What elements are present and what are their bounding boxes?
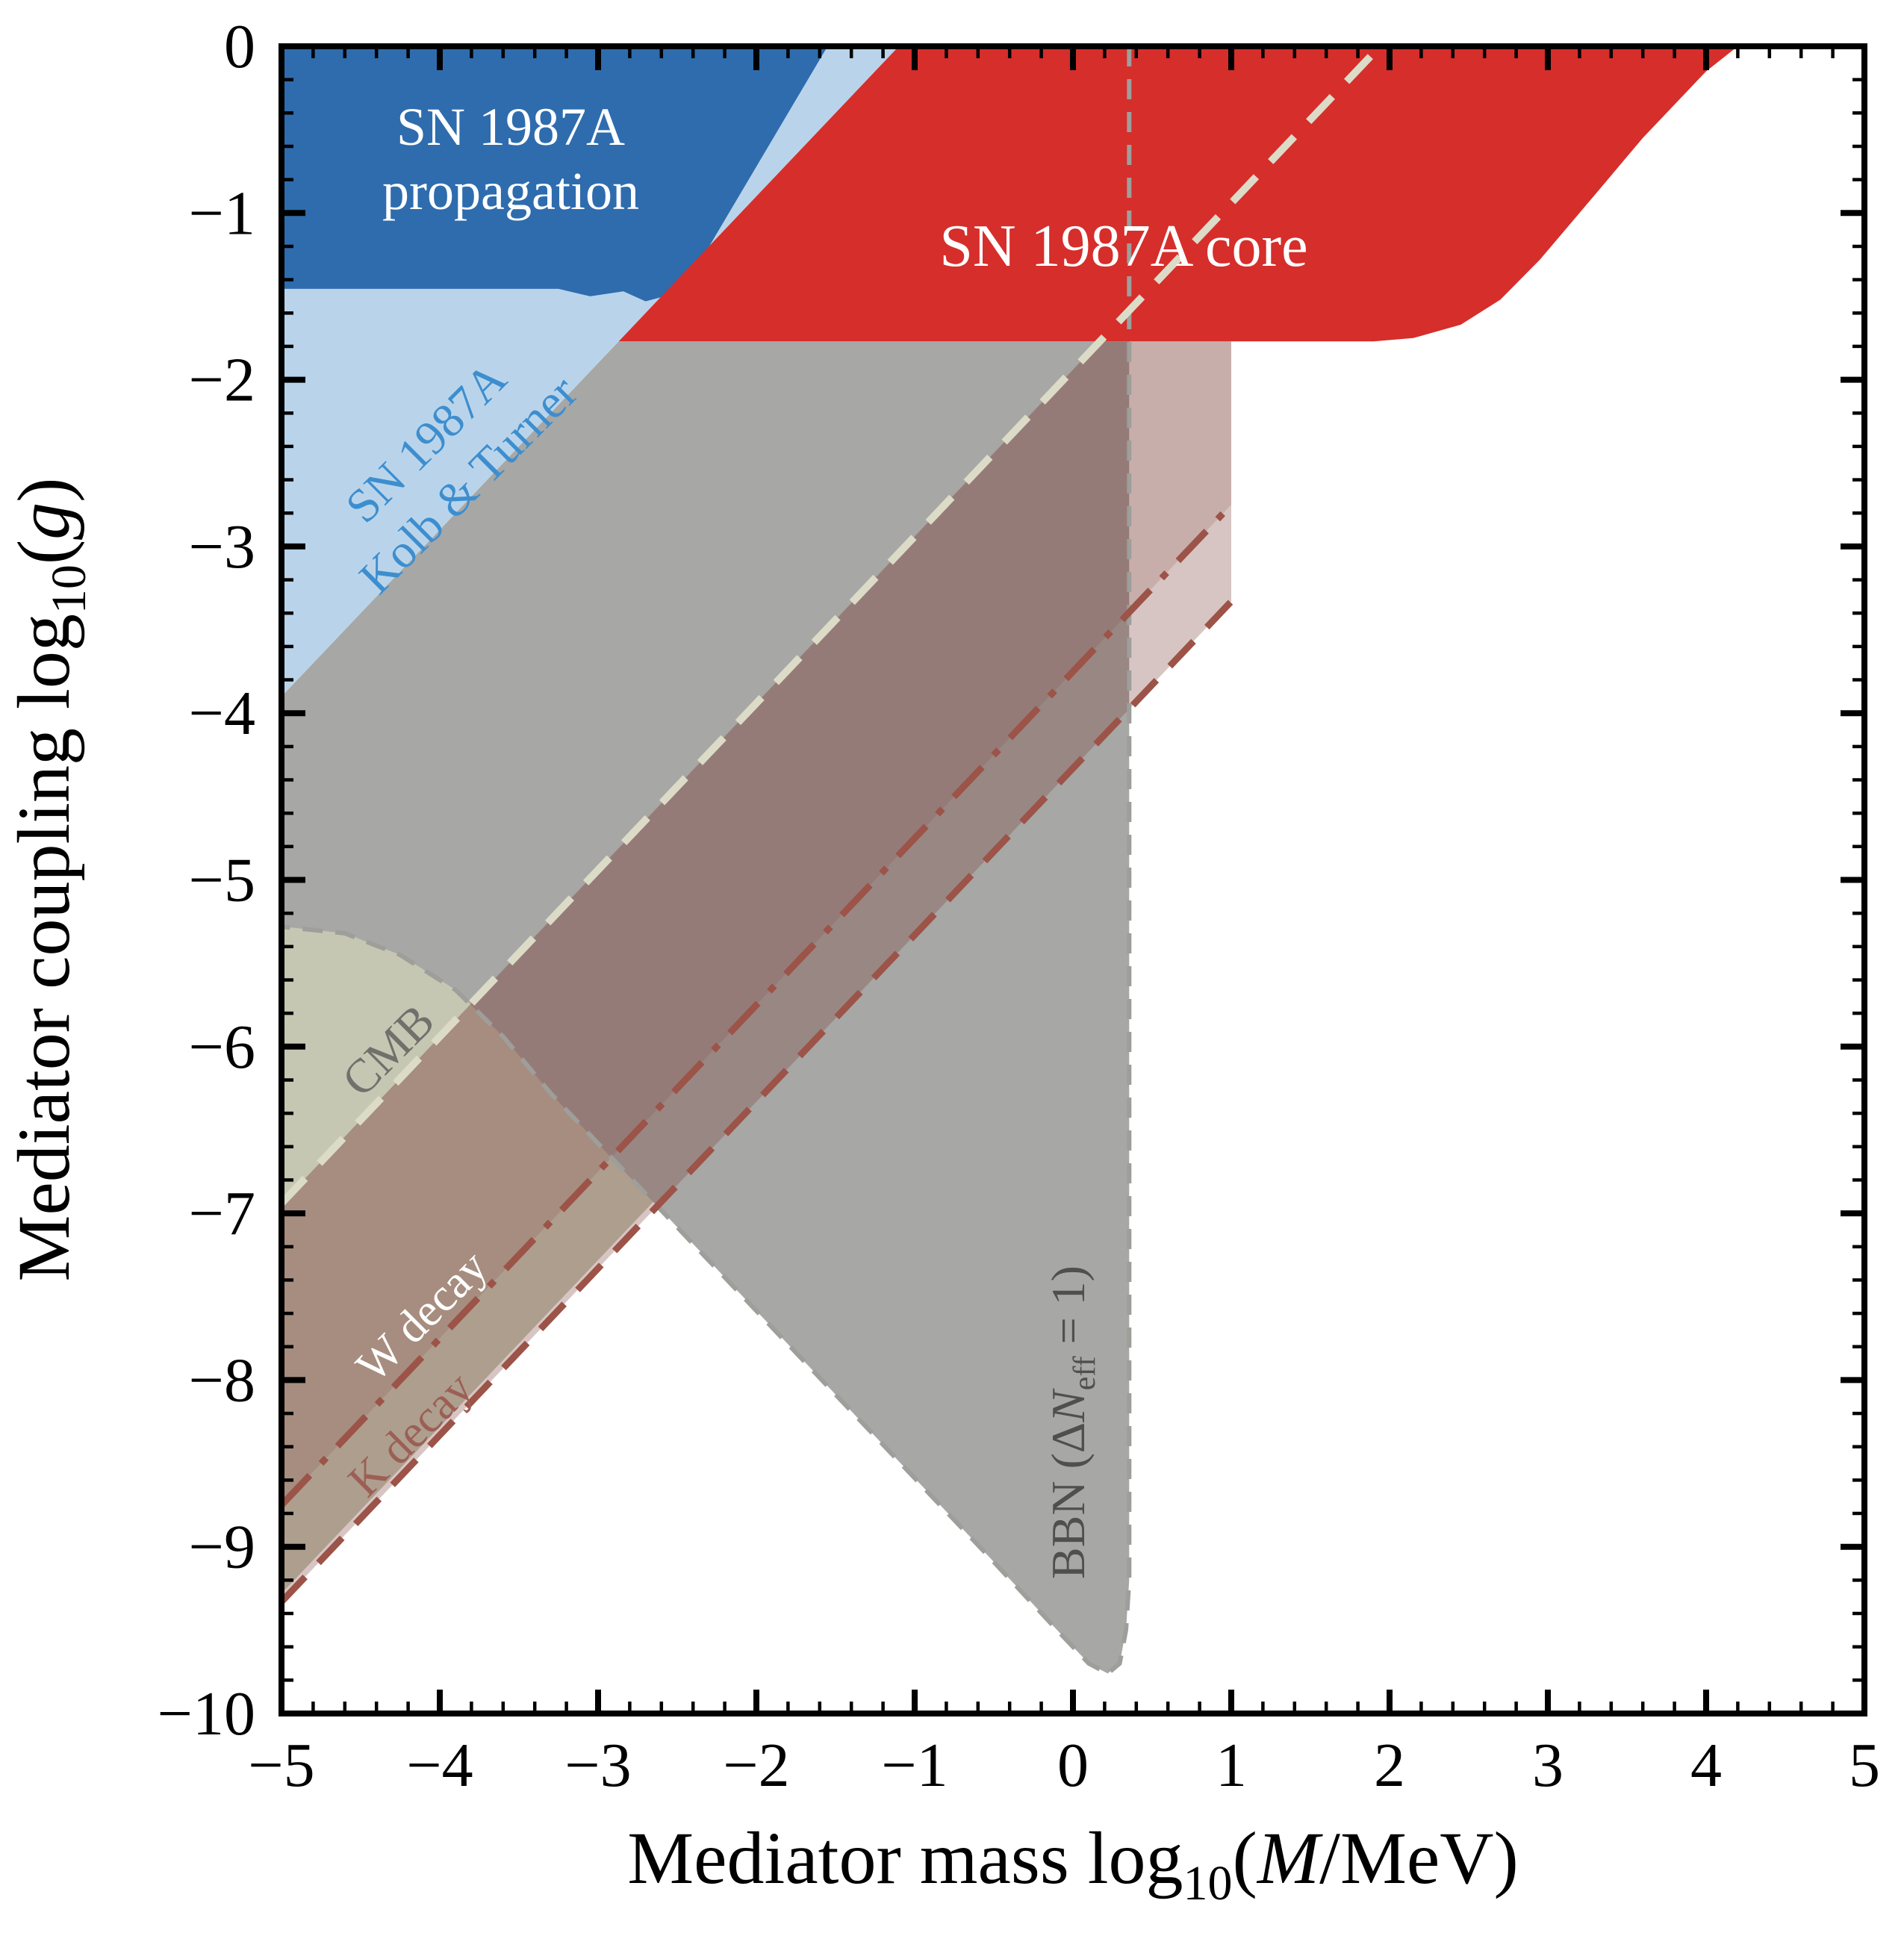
x-tick-label: −3 xyxy=(564,1731,631,1800)
region-bbn xyxy=(281,341,1130,1674)
label-sn1987a-core-line: SN 1987A core xyxy=(939,214,1307,279)
x-axis-title: Mediator mass log10(M/MeV) xyxy=(627,1817,1519,1911)
label-sn1987a-propagation-line: SN 1987A xyxy=(396,97,625,157)
label-sn1987a-propagation-line: propagation xyxy=(382,161,639,221)
region-w-decay-band xyxy=(281,341,1231,1505)
x-tick-label: −4 xyxy=(406,1731,473,1800)
x-tick-label: 2 xyxy=(1374,1731,1405,1800)
y-tick-label: −1 xyxy=(189,178,255,248)
line-sn-core-boundary xyxy=(279,43,1383,1207)
label-bbn: BBN (ΔNeff = 1) xyxy=(1042,1266,1102,1579)
line-w-decay-line xyxy=(279,502,1234,1507)
x-tick-label: −1 xyxy=(881,1731,948,1800)
y-tick-label: −2 xyxy=(189,346,255,415)
axis-ticks-layer xyxy=(279,43,1867,1716)
x-tick-label: 3 xyxy=(1532,1731,1564,1800)
y-axis-title-group: Mediator coupling log10(g) xyxy=(2,478,96,1282)
x-tick-label: 5 xyxy=(1849,1731,1880,1800)
x-tick-label: −5 xyxy=(248,1731,314,1800)
region-k-decay-band xyxy=(281,505,1231,1602)
y-tick-label: −8 xyxy=(189,1345,255,1415)
y-tick-label: −6 xyxy=(189,1012,255,1082)
x-tick-label: 1 xyxy=(1216,1731,1247,1800)
x-tick-label: 0 xyxy=(1057,1731,1089,1800)
label-bbn-text: BBN (ΔNeff = 1) xyxy=(1042,1266,1102,1579)
axis-titles-layer: Mediator mass log10(M/MeV) Mediator coupl… xyxy=(2,478,1519,1911)
y-tick-label: 0 xyxy=(224,12,255,81)
y-axis-title: Mediator coupling log10(g) xyxy=(2,478,96,1282)
region-sn1987a-core xyxy=(618,46,1738,342)
y-tick-label: −5 xyxy=(189,846,255,915)
y-tick-label: −10 xyxy=(158,1679,255,1749)
y-tick-label: −3 xyxy=(189,512,255,582)
y-tick-label: −9 xyxy=(189,1513,255,1582)
x-tick-label: −2 xyxy=(723,1731,789,1800)
region-sn1987a-propagation xyxy=(281,46,828,303)
lines-layer xyxy=(279,43,1383,1676)
x-tick-label: 4 xyxy=(1690,1731,1722,1800)
y-tick-label: −7 xyxy=(189,1179,255,1248)
tick-labels-layer: −5 −4 −3 −2 −1 0 1 2 3 4 50−1−2−3−4−5−6−7−8−9−10 xyxy=(158,12,1880,1800)
regions-layer xyxy=(281,46,1738,1674)
line-bbn-boundary xyxy=(281,46,1132,1676)
y-tick-label: −4 xyxy=(189,679,255,748)
label-sn1987a-core: SN 1987A core xyxy=(939,214,1307,279)
region-cmb xyxy=(281,927,654,1594)
line-k-decay-line xyxy=(279,599,1234,1604)
